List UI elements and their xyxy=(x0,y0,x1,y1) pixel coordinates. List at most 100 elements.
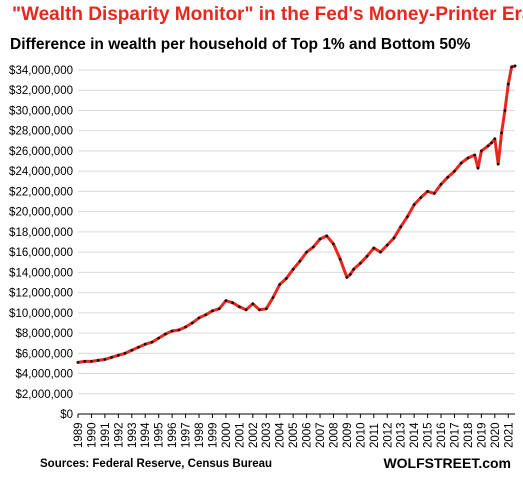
data-point xyxy=(137,345,140,349)
data-point xyxy=(392,236,396,240)
source-note: Sources: Federal Reserve, Census Bureau xyxy=(40,458,273,470)
x-tick-label: 1995 xyxy=(154,422,166,448)
x-tick-label: 1997 xyxy=(181,422,193,448)
x-tick-label: 2004 xyxy=(275,422,287,448)
y-tick-label: $24,000,000 xyxy=(9,166,73,178)
data-point xyxy=(453,169,456,173)
data-point xyxy=(506,82,510,86)
data-point xyxy=(385,243,389,247)
data-point xyxy=(211,309,214,313)
y-tick-label: $14,000,000 xyxy=(9,267,73,279)
data-point xyxy=(446,175,450,179)
data-point xyxy=(224,299,228,303)
data-point xyxy=(150,340,154,344)
y-tick-label: $34,000,000 xyxy=(9,65,73,77)
data-point xyxy=(476,166,480,170)
data-point xyxy=(406,215,409,219)
y-tick-label: $2,000,000 xyxy=(15,389,73,401)
data-point xyxy=(291,267,295,271)
data-point xyxy=(325,234,329,238)
x-axis-tick-labels: 1989 1990 1991 1992 1993 1994 1995 1996 1997 1998… xyxy=(73,422,515,448)
axes xyxy=(77,413,515,418)
x-tick-label: 1998 xyxy=(194,422,206,448)
x-tick-label: 2003 xyxy=(261,422,273,448)
data-point xyxy=(285,277,288,280)
x-tick-label: 2008 xyxy=(328,422,340,448)
data-point xyxy=(123,351,127,355)
data-point xyxy=(298,259,302,263)
data-point xyxy=(332,242,335,246)
data-point xyxy=(197,316,201,320)
x-tick-label: 2017 xyxy=(449,422,461,448)
data-point xyxy=(358,261,362,265)
y-tick-label: $16,000,000 xyxy=(9,247,73,259)
x-tick-label: 2011 xyxy=(369,423,381,448)
data-point xyxy=(513,64,517,68)
y-tick-label: $22,000,000 xyxy=(9,186,73,198)
y-tick-label: $4,000,000 xyxy=(15,369,73,381)
y-tick-label: $6,000,000 xyxy=(15,348,73,360)
data-point xyxy=(503,109,507,112)
data-point xyxy=(426,190,429,193)
data-point xyxy=(432,192,436,195)
x-tick-label: 2007 xyxy=(315,422,327,448)
data-point xyxy=(486,144,490,148)
x-tick-label: 2018 xyxy=(463,422,475,448)
data-point xyxy=(116,353,120,357)
x-tick-label: 1989 xyxy=(73,422,85,448)
data-point xyxy=(490,141,493,145)
x-tick-label: 2019 xyxy=(476,422,488,448)
data-point xyxy=(184,325,187,329)
data-point xyxy=(271,296,275,300)
data-point xyxy=(493,137,497,141)
x-tick-label: 2000 xyxy=(221,422,233,448)
x-tick-label: 1993 xyxy=(127,422,139,448)
data-point xyxy=(305,250,308,254)
data-point xyxy=(338,257,342,261)
data-point xyxy=(318,237,322,241)
data-point xyxy=(479,149,483,153)
x-tick-label: 2009 xyxy=(342,422,354,448)
x-tick-label: 1999 xyxy=(207,422,219,448)
x-tick-label: 2016 xyxy=(436,422,448,448)
x-tick-label: 2006 xyxy=(302,422,314,448)
data-point xyxy=(170,329,174,333)
series-wealth-difference xyxy=(76,64,517,364)
grid-lines xyxy=(78,69,515,415)
data-point xyxy=(237,305,241,309)
y-tick-label: $30,000,000 xyxy=(9,105,73,117)
chart-title: "Wealth Disparity Monitor" in the Fed's … xyxy=(12,4,523,25)
x-tick-label: 2015 xyxy=(423,422,435,448)
data-point xyxy=(379,250,382,254)
x-tick-label: 2021 xyxy=(503,422,515,448)
x-tick-label: 2020 xyxy=(490,422,502,448)
y-tick-label: $20,000,000 xyxy=(9,207,73,219)
x-tick-label: 2002 xyxy=(248,422,260,448)
data-point xyxy=(352,267,356,271)
data-point xyxy=(190,321,194,325)
data-point xyxy=(96,358,100,362)
data-point xyxy=(496,162,500,166)
data-point xyxy=(130,348,134,352)
data-point xyxy=(251,302,255,306)
y-tick-label: $8,000,000 xyxy=(15,328,73,340)
data-point xyxy=(164,332,167,336)
data-point xyxy=(372,246,376,250)
x-tick-label: 2010 xyxy=(355,422,367,448)
data-point xyxy=(177,328,181,332)
data-point xyxy=(473,153,477,157)
x-tick-label: 2005 xyxy=(288,422,300,448)
data-point xyxy=(264,307,268,311)
data-point xyxy=(412,203,416,206)
data-point xyxy=(311,245,315,249)
data-point xyxy=(258,308,261,312)
data-point xyxy=(231,301,235,305)
y-tick-label: $18,000,000 xyxy=(9,227,73,239)
data-point xyxy=(278,283,282,286)
x-tick-label: 2013 xyxy=(396,422,408,448)
brand-label: WOLFSTREET.com xyxy=(383,455,511,471)
data-point xyxy=(399,225,403,229)
data-point xyxy=(510,65,514,69)
data-point xyxy=(83,359,87,363)
